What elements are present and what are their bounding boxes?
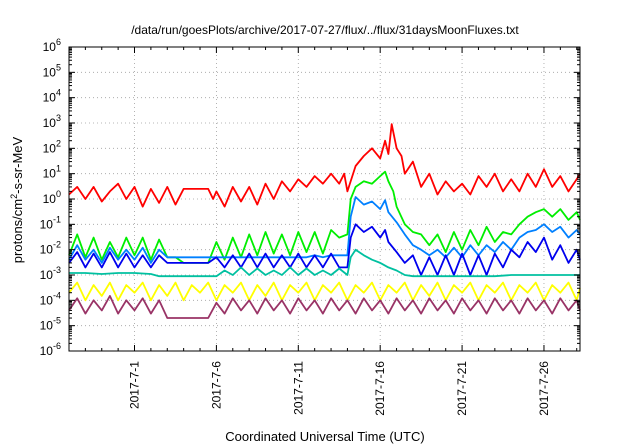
y-tick-exp: -5: [53, 316, 61, 326]
y-tick-label: 104: [43, 88, 61, 105]
y-tick-label: 10-1: [40, 214, 61, 231]
y-tick-label: 10-4: [40, 290, 61, 307]
y-tick-exp: 5: [56, 62, 61, 72]
y-tick-exp: 3: [56, 113, 61, 123]
y-tick-exp: 2: [56, 138, 61, 148]
y-tick-base: 10: [40, 243, 54, 257]
y-axis-title-rest: -s-sr-MeV: [10, 136, 25, 193]
x-axis-title: Coordinated Universal Time (UTC): [225, 429, 424, 444]
data-series: [68, 123, 581, 319]
y-axis-title: protons/cm2-s-sr-MeV: [9, 136, 25, 263]
y-tick-base: 10: [40, 344, 54, 358]
y-tick-exp: -2: [53, 240, 61, 250]
y-tick-exp: 4: [56, 88, 61, 98]
grid-lines: [69, 47, 580, 351]
y-tick-label: 10-2: [40, 240, 61, 257]
series-line-maroon: [68, 294, 581, 319]
y-tick-label: 105: [43, 62, 61, 79]
y-tick-label: 101: [43, 164, 61, 181]
y-tick-exp: 0: [56, 189, 61, 199]
y-tick-label: 103: [43, 113, 61, 130]
y-tick-base: 10: [43, 40, 57, 54]
x-tick-label: 2017-7-6: [209, 361, 223, 409]
y-axis-title-base: protons/cm: [10, 199, 25, 263]
y-tick-base: 10: [40, 217, 54, 231]
y-tick-exp: -3: [53, 265, 61, 275]
y-tick-label: 106: [43, 37, 61, 54]
y-tick-base: 10: [43, 116, 57, 130]
series-line-light-blue: [68, 196, 581, 264]
series-line-green: [68, 170, 581, 264]
y-tick-base: 10: [43, 192, 57, 206]
y-tick-base: 10: [40, 293, 54, 307]
x-tick-label: 2017-7-16: [373, 361, 387, 416]
x-tick-label: 2017-7-11: [291, 361, 305, 415]
x-tick-label: 2017-7-1: [128, 361, 142, 409]
x-tick-label: 2017-7-21: [455, 361, 469, 416]
y-tick-label: 102: [43, 138, 61, 155]
y-tick-exp: 6: [56, 37, 61, 47]
y-tick-base: 10: [43, 65, 57, 79]
series-line-blue: [68, 223, 581, 276]
y-tick-label: 10-3: [40, 265, 61, 282]
y-tick-label: 100: [43, 189, 61, 206]
y-tick-label: 10-5: [40, 316, 61, 333]
y-axis-title-sup: 2: [9, 194, 19, 199]
y-tick-base: 10: [43, 167, 57, 181]
y-tick-base: 10: [43, 91, 57, 105]
y-tick-base: 10: [43, 141, 57, 155]
series-line-yellow: [68, 281, 581, 302]
y-tick-label: 10-6: [40, 341, 61, 358]
y-tick-exp: 1: [56, 164, 61, 174]
y-tick-exp: -4: [53, 290, 61, 300]
series-line-cyan: [69, 248, 580, 278]
x-tick-label: 2017-7-26: [537, 361, 551, 416]
series-line-red: [68, 123, 581, 208]
x-tick-labels: 2017-7-1 2017-7-6 2017-7-11 2017-7-16 2017-7…: [128, 361, 551, 416]
y-tick-base: 10: [40, 268, 54, 282]
y-tick-labels: 10-610-510-410-310-210-11001011021031041…: [40, 37, 61, 358]
y-tick-exp: -6: [53, 341, 61, 351]
chart-title: /data/run/goesPlots/archive/2017-07-27/f…: [131, 23, 519, 37]
axis-ticks: [68, 46, 580, 352]
y-tick-exp: -1: [53, 214, 61, 224]
y-tick-base: 10: [40, 319, 54, 333]
